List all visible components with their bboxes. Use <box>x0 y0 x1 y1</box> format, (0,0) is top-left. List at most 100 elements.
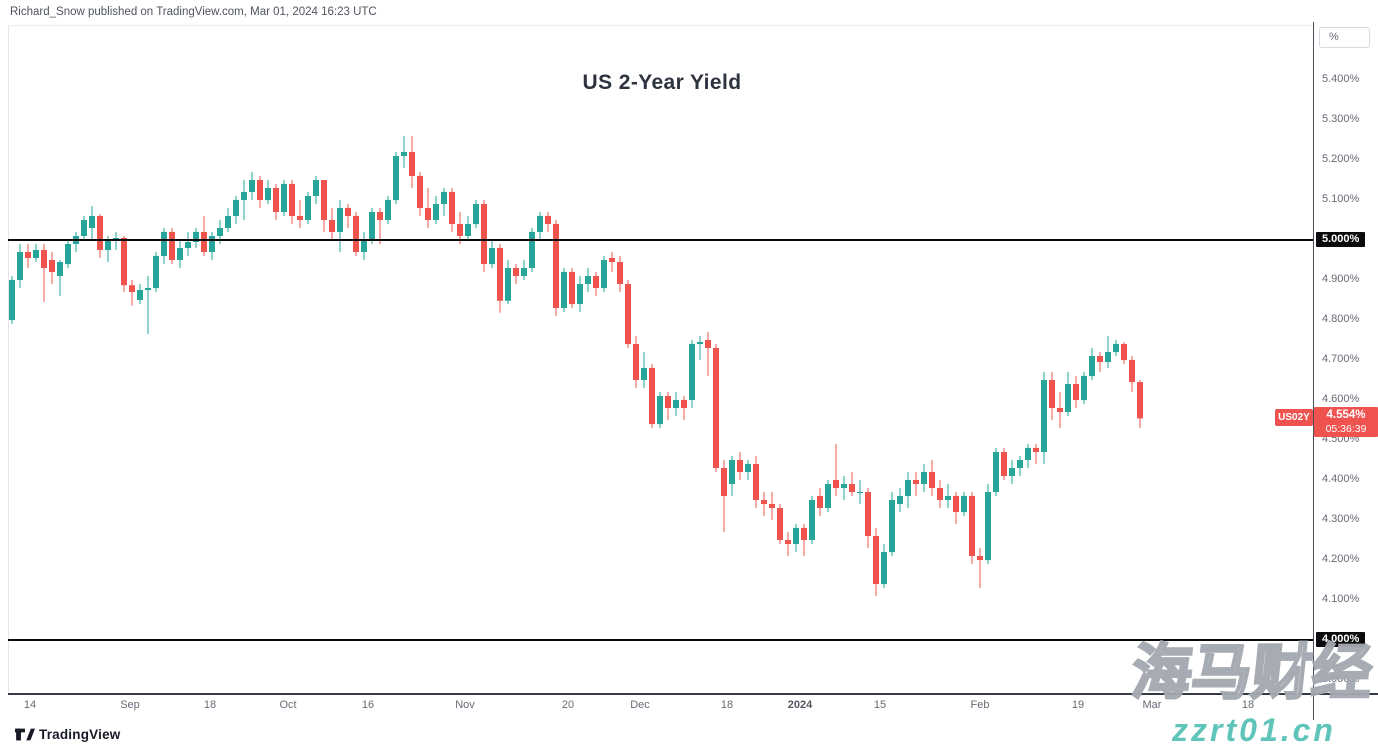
candle-body <box>121 238 127 286</box>
candle-body <box>289 184 295 216</box>
candlestick-chart[interactable] <box>8 25 1313 694</box>
candle-body <box>265 188 271 200</box>
candle-body <box>1057 408 1063 412</box>
candle-body <box>801 528 807 540</box>
candle-body <box>433 204 439 220</box>
candle-body <box>825 484 831 508</box>
time-tick-label: Mar <box>1142 699 1162 711</box>
watermark-url-text: zzrt01.cn <box>1172 712 1336 748</box>
candle-body <box>929 472 935 488</box>
candle-body <box>1081 376 1087 400</box>
time-tick-label: Feb <box>970 699 990 711</box>
candle-body <box>1105 352 1111 362</box>
time-tick-label: 18 <box>203 699 217 711</box>
candle-body <box>329 220 335 232</box>
candle-body <box>41 250 47 268</box>
candle-body <box>665 396 671 408</box>
candle-body <box>1073 384 1079 400</box>
candle-body <box>1049 380 1055 408</box>
candle-body <box>609 258 615 262</box>
price-tick-label: 3.900% <box>1322 673 1360 685</box>
candle-body <box>81 220 87 236</box>
candle-body <box>889 500 895 552</box>
candle-body <box>793 528 799 544</box>
time-scale[interactable]: 14 Sep 18 Oct 16 Nov 20 Dec 18 2024 15 Feb 19 Mar 18 <box>0 693 1378 721</box>
candle-body <box>673 400 679 408</box>
candle-body <box>1041 380 1047 452</box>
candle-body <box>209 236 215 252</box>
candle-body <box>905 480 911 496</box>
candle-body <box>953 496 959 512</box>
time-tick-label: Dec <box>630 699 650 711</box>
candle-body <box>233 200 239 216</box>
candle-body <box>817 496 823 508</box>
candle-body <box>721 468 727 496</box>
candle-body <box>921 472 927 484</box>
candle-body <box>745 464 751 472</box>
candle-body <box>777 508 783 540</box>
candle-body <box>1129 360 1135 382</box>
candle-body <box>593 276 599 288</box>
price-tick-label: 4.100% <box>1322 593 1360 605</box>
time-tick-label: 2024 <box>787 699 813 711</box>
chart-plot-area[interactable] <box>8 25 1313 694</box>
candle-body <box>337 208 343 232</box>
candle-body <box>857 492 863 493</box>
candle-body <box>441 192 447 204</box>
candle-body <box>353 216 359 252</box>
candle-body <box>169 232 175 260</box>
candle-body <box>105 240 111 250</box>
candle-body <box>401 152 407 156</box>
candle-body <box>833 480 839 488</box>
last-price-value: 4.554% <box>1326 409 1366 422</box>
time-tick-label: Sep <box>120 699 140 711</box>
candle-body <box>649 368 655 424</box>
candle-body <box>89 216 95 228</box>
candle-body <box>569 272 575 304</box>
candle-body <box>241 192 247 200</box>
candle-body <box>561 272 567 308</box>
candle-body <box>713 348 719 468</box>
price-tick-label: 5.300% <box>1322 113 1360 125</box>
candle-body <box>865 492 871 536</box>
candle-body <box>97 216 103 250</box>
candle-body <box>137 290 143 300</box>
candle-body <box>425 208 431 220</box>
candle-body <box>225 216 231 228</box>
candle-body <box>753 464 759 500</box>
candle-body <box>305 196 311 220</box>
candle-body <box>633 344 639 380</box>
candle-body <box>1089 356 1095 376</box>
last-price-label: 4.554% 05:36:39 <box>1314 407 1378 438</box>
candle-body <box>641 368 647 380</box>
candle-body <box>1113 344 1119 352</box>
bar-countdown: 05:36:39 <box>1325 423 1367 436</box>
candle-body <box>993 452 999 492</box>
candle-body <box>49 260 55 272</box>
candle-body <box>1121 344 1127 360</box>
candle-body <box>177 248 183 260</box>
candle-body <box>489 248 495 264</box>
candle-body <box>985 492 991 560</box>
tradingview-brand-text[interactable]: TradingView <box>39 727 121 742</box>
candle-body <box>1025 448 1031 460</box>
candle-body <box>297 216 303 220</box>
candle-body <box>969 496 975 556</box>
candle-body <box>697 342 703 344</box>
candle-body <box>897 496 903 504</box>
percent-unit-button[interactable]: % <box>1319 27 1370 48</box>
candle-body <box>457 224 463 236</box>
time-tick-label: 18 <box>720 699 734 711</box>
price-scale[interactable]: % 5.400% 5.300% 5.200% 5.100% 5.000% 4.900% 4.… <box>1313 22 1378 720</box>
candle-body <box>785 540 791 544</box>
candle-body <box>737 460 743 472</box>
candle-body <box>1001 452 1007 476</box>
price-tick-label: 4.700% <box>1322 353 1360 365</box>
price-tick-label: 4.400% <box>1322 473 1360 485</box>
price-tick-label: 4.200% <box>1322 553 1360 565</box>
candle-body <box>505 268 511 301</box>
price-tick-label: 5.400% <box>1322 73 1360 85</box>
candle-body <box>9 280 15 320</box>
candle-body <box>409 152 415 176</box>
candle-body <box>513 268 519 276</box>
